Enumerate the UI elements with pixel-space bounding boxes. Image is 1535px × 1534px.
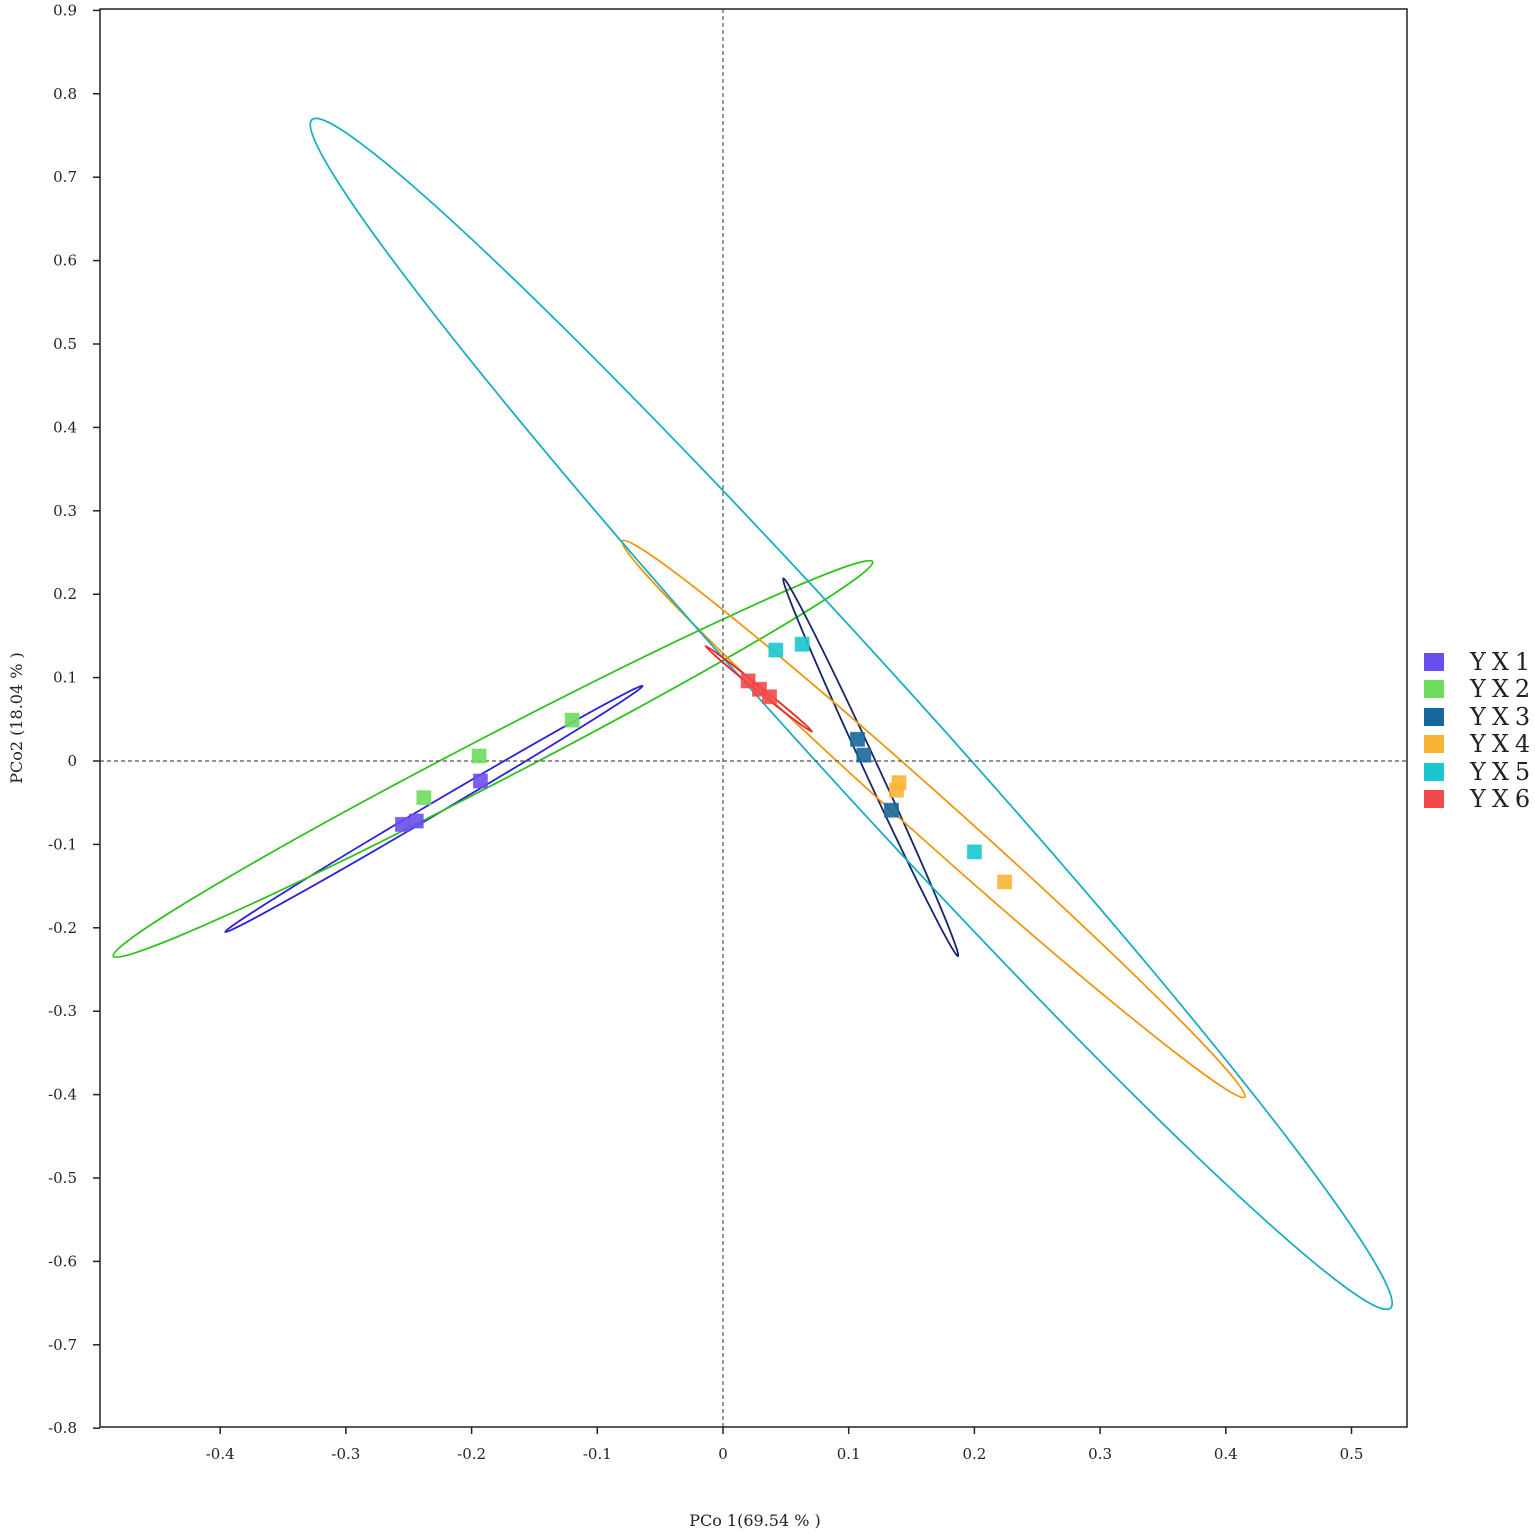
confidence-ellipses <box>112 117 1394 1311</box>
x-tick-label: -0.3 <box>331 1445 360 1463</box>
y-tick-label: -0.3 <box>48 1002 77 1020</box>
legend-label: YX4 <box>1470 730 1535 759</box>
point-yx6 <box>762 689 778 705</box>
y-tick-label: -0.8 <box>48 1419 77 1437</box>
legend-swatch-icon <box>1424 790 1444 809</box>
reference-lines <box>100 9 1407 1427</box>
y-tick-label: 0.5 <box>53 335 77 353</box>
point-yx3 <box>856 747 872 763</box>
legend-label: YX5 <box>1470 757 1535 786</box>
x-tick-label: 0.4 <box>1214 1445 1238 1463</box>
y-tick-label: -0.1 <box>48 835 77 853</box>
x-axis-label: PCo 1(69.54 % ) <box>689 1511 821 1530</box>
point-yx5 <box>768 642 784 658</box>
legend-swatch-icon <box>1424 707 1444 726</box>
legend-item-yx3[interactable]: YX3 <box>1424 703 1535 731</box>
ellipse-yx3 <box>782 577 960 958</box>
legend-item-yx5[interactable]: YX5 <box>1424 758 1535 786</box>
point-yx2 <box>416 790 432 806</box>
point-yx6 <box>740 673 756 689</box>
y-tick-label: 0.1 <box>53 669 77 687</box>
legend-item-yx1[interactable]: YX1 <box>1424 648 1535 676</box>
y-tick-label: -0.5 <box>48 1169 77 1187</box>
y-tick-label: 0.6 <box>53 252 77 270</box>
y-tick-label: -0.4 <box>48 1086 77 1104</box>
point-yx1 <box>408 813 424 829</box>
ellipse-yx2 <box>112 559 874 959</box>
legend-label: YX1 <box>1470 647 1535 676</box>
x-tick-label: -0.2 <box>457 1445 486 1463</box>
scatter-points <box>394 636 1013 890</box>
x-tick-label: -0.1 <box>583 1445 612 1463</box>
point-yx3 <box>849 731 865 747</box>
legend-swatch-icon <box>1424 680 1444 699</box>
y-tick-label: 0 <box>67 752 77 770</box>
point-yx4 <box>997 874 1013 890</box>
point-yx4 <box>888 782 904 798</box>
point-yx1 <box>472 773 488 789</box>
point-yx3 <box>883 802 899 818</box>
point-yx2 <box>564 712 580 728</box>
plot-frame <box>99 8 1408 1428</box>
point-yx2 <box>471 748 487 764</box>
ellipse-yx4 <box>621 539 1246 1099</box>
x-tick-label: 0.5 <box>1340 1445 1364 1463</box>
y-tick-label: 0.2 <box>53 585 77 603</box>
legend-swatch-icon <box>1424 652 1444 671</box>
x-tick-label: 0.3 <box>1088 1445 1112 1463</box>
point-yx5 <box>794 636 810 652</box>
y-tick-label: 0.7 <box>53 168 77 186</box>
y-tick-label: 0.9 <box>53 1 77 19</box>
y-tick-label: -0.2 <box>48 919 77 937</box>
legend-label: YX3 <box>1470 702 1535 731</box>
y-tick-label: 0.3 <box>53 502 77 520</box>
point-yx1 <box>394 816 410 832</box>
y-axis-label: PCo2 (18.04 % ) <box>7 652 26 784</box>
y-tick-label: 0.8 <box>53 85 77 103</box>
legend: YX1 YX2 YX3 YX4 YX5 YX6 <box>1424 648 1535 813</box>
legend-label: YX6 <box>1470 785 1535 814</box>
legend-label: YX2 <box>1470 675 1535 704</box>
y-tick-label: 0.4 <box>53 418 77 436</box>
legend-swatch-icon <box>1424 735 1444 754</box>
ellipse-yx5 <box>309 117 1394 1311</box>
ellipse-yx1 <box>224 684 644 933</box>
y-tick-label: -0.7 <box>48 1336 77 1354</box>
x-tick-label: 0.2 <box>962 1445 986 1463</box>
x-tick-label: -0.4 <box>206 1445 235 1463</box>
x-tick-label: 0.1 <box>837 1445 861 1463</box>
point-yx5 <box>966 844 982 860</box>
legend-item-yx4[interactable]: YX4 <box>1424 730 1535 759</box>
axes: 0.9 0.8 0.7 0.6 0.5 0.4 0.3 0.2 0.1 0 -0.1 -0.2 -0.3… <box>48 1 1408 1463</box>
legend-item-yx2[interactable]: YX2 <box>1424 675 1535 704</box>
y-tick-label: -0.6 <box>48 1252 77 1270</box>
x-tick-label: 0 <box>718 1445 728 1463</box>
legend-item-yx6[interactable]: YX6 <box>1424 785 1535 814</box>
legend-swatch-icon <box>1424 762 1444 781</box>
